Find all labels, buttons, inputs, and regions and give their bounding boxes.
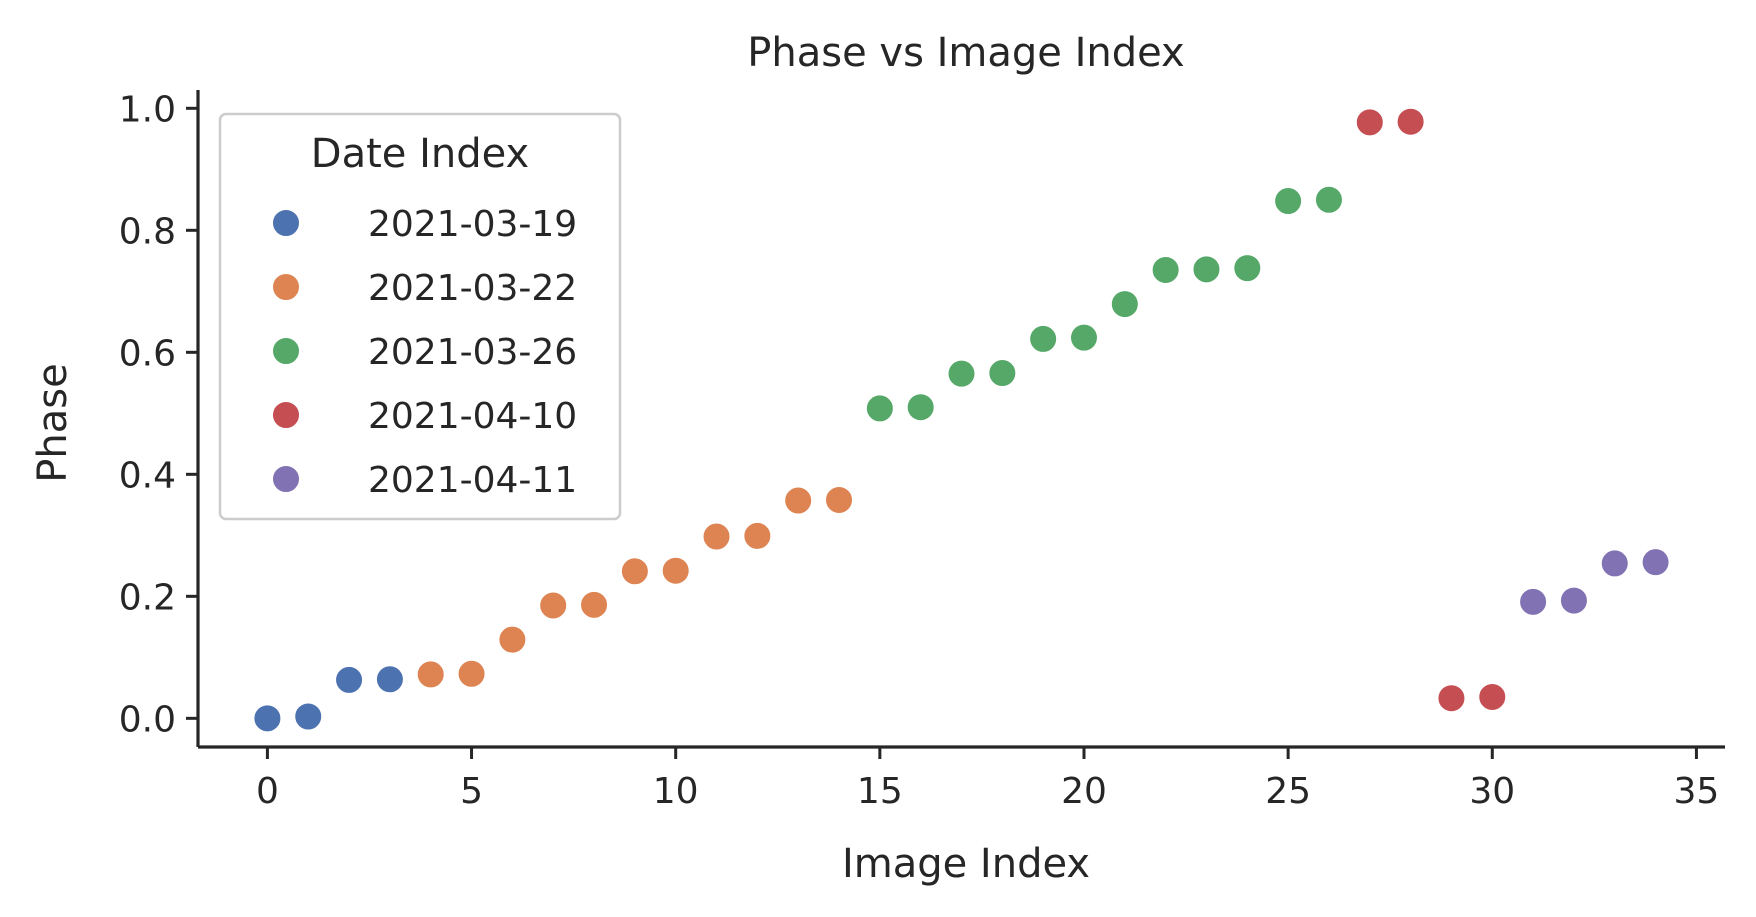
data-point <box>252 703 283 734</box>
data-point <box>1477 681 1508 712</box>
data-point <box>987 358 1018 389</box>
legend-label: 2021-03-26 <box>368 332 577 373</box>
data-point <box>1313 184 1344 215</box>
y-tick-label: 0.4 <box>119 455 176 496</box>
y-tick-label: 0.2 <box>119 577 176 618</box>
legend-label: 2021-04-10 <box>368 396 577 437</box>
y-tick-label: 0.8 <box>119 211 176 252</box>
legend-marker <box>271 272 301 302</box>
x-tick-label: 15 <box>857 771 903 812</box>
data-point <box>1395 106 1426 137</box>
data-point <box>660 555 691 586</box>
data-point <box>1028 323 1059 354</box>
y-axis-label: Phase <box>30 363 76 482</box>
data-point <box>1599 548 1630 579</box>
legend-title: Date Index <box>311 131 529 177</box>
data-point <box>456 658 487 689</box>
data-point <box>1109 289 1140 320</box>
data-point <box>1191 254 1222 285</box>
data-point <box>334 664 365 695</box>
data-points <box>252 106 1671 734</box>
x-axis-ticks: 0 5 10 15 20 25 30 35 <box>256 747 1719 812</box>
chart-title: Phase vs Image Index <box>747 30 1184 76</box>
x-tick-label: 20 <box>1061 771 1107 812</box>
y-tick-label: 0.0 <box>119 699 176 740</box>
data-point <box>374 664 405 695</box>
data-point <box>415 659 446 690</box>
data-point <box>293 701 324 732</box>
data-point <box>1436 683 1467 714</box>
x-tick-label: 0 <box>256 771 279 812</box>
x-tick-label: 10 <box>653 771 699 812</box>
legend-label: 2021-03-19 <box>368 204 577 245</box>
data-point <box>905 392 936 423</box>
data-point <box>946 358 977 389</box>
legend-label: 2021-04-11 <box>368 460 577 501</box>
legend-frame <box>218 112 622 521</box>
legend-marker <box>271 336 301 366</box>
data-point <box>1518 586 1549 617</box>
legend-marker <box>271 208 301 238</box>
data-point <box>1640 547 1671 578</box>
data-point <box>864 393 895 424</box>
data-point <box>1354 107 1385 138</box>
data-point <box>742 520 773 551</box>
legend-label: 2021-03-22 <box>368 268 577 309</box>
x-tick-label: 35 <box>1674 771 1720 812</box>
data-point <box>497 624 528 655</box>
data-point <box>1558 585 1589 616</box>
data-point <box>619 556 650 587</box>
data-point <box>1068 322 1099 353</box>
legend-items: 2021-03-19 2021-03-22 2021-03-26 2021-04-10… <box>271 204 577 501</box>
y-tick-label: 0.6 <box>119 333 176 374</box>
data-point <box>783 485 814 516</box>
x-tick-label: 25 <box>1265 771 1311 812</box>
x-tick-label: 5 <box>460 771 483 812</box>
legend-marker <box>271 464 301 494</box>
data-point <box>1150 254 1181 285</box>
data-point <box>1232 253 1263 284</box>
y-tick-label: 1.0 <box>119 89 176 130</box>
data-point <box>579 589 610 620</box>
x-axis-label: Image Index <box>842 841 1090 887</box>
data-point <box>701 521 732 552</box>
data-point <box>538 590 569 621</box>
legend: Date Index 2021-03-19 2021-03-22 2021-03-2… <box>218 112 622 521</box>
data-point <box>1273 186 1304 217</box>
x-tick-label: 30 <box>1469 771 1515 812</box>
y-axis-ticks: 0.0 0.2 0.4 0.6 0.8 1.0 <box>119 89 198 740</box>
legend-marker <box>271 400 301 430</box>
data-point <box>824 484 855 515</box>
